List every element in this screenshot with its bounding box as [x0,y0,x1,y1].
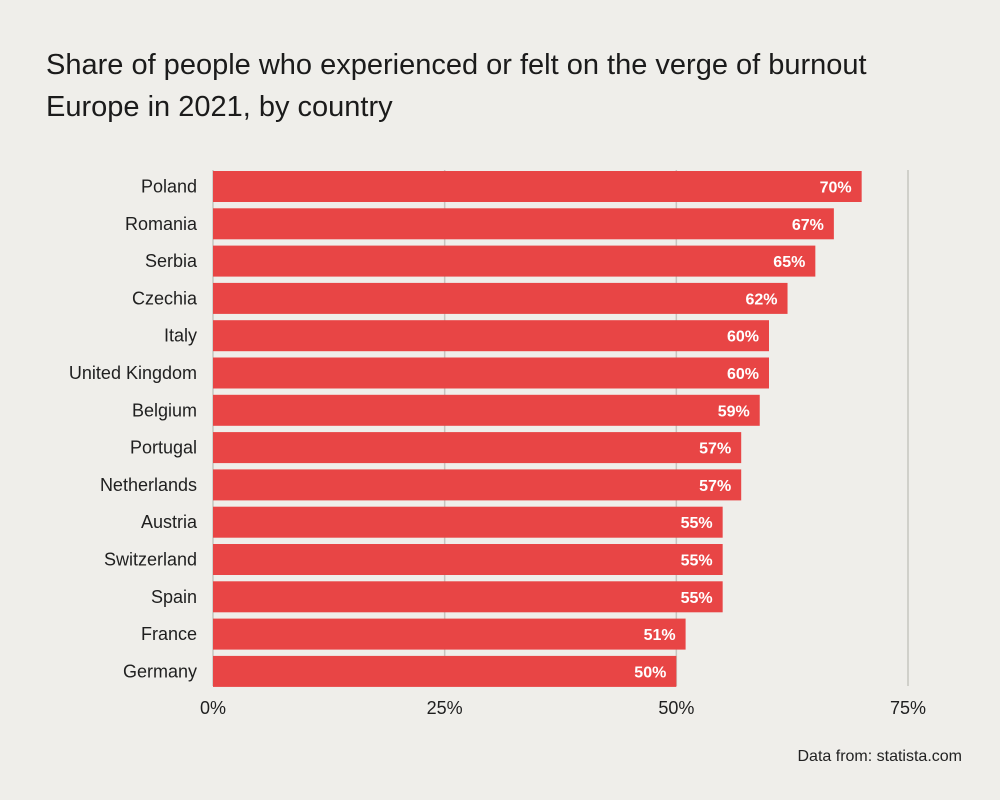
category-label-italy: Italy [164,326,197,346]
value-label-netherlands: 57% [699,478,731,495]
chart-title: Share of people who experienced or felt … [46,44,966,128]
category-label-serbia: Serbia [145,251,198,271]
value-labels: 70% 67% 65% 62% 60% 60% 59% 57% 57% 55% 55% 55% 51% 5… [634,180,851,682]
category-label-romania: Romania [125,214,198,234]
bar-netherlands [213,469,742,501]
category-label-switzerland: Switzerland [104,550,197,570]
value-label-czechia: 62% [746,291,778,308]
x-tick-label-25pct: 25% [427,698,463,718]
category-labels: Poland Romania Serbia Czechia Italy United Ki… [69,177,198,682]
bar-germany [213,655,677,687]
bar-france [213,618,686,650]
source-note: Data from: statista.com [797,748,963,765]
chart-title-line: Share of people who experienced or felt … [46,49,867,81]
category-label-poland: Poland [141,177,197,197]
category-label-portugal: Portugal [130,438,197,458]
value-label-italy: 60% [727,329,759,346]
bar-austria [213,506,723,538]
bar-spain [213,581,723,613]
bar-belgium [213,394,760,426]
category-label-spain: Spain [151,587,197,607]
value-label-poland: 70% [820,180,852,197]
bar-portugal [213,432,742,464]
x-axis-tick-labels: 0% 25% 50% 75% [200,698,926,718]
bar-italy [213,320,769,352]
bar-poland [213,171,862,202]
value-label-romania: 67% [792,217,824,234]
value-label-belgium: 59% [718,403,750,420]
value-label-germany: 50% [634,664,666,681]
x-tick-label-0pct: 0% [200,698,226,718]
category-label-germany: Germany [123,661,197,681]
category-label-united-kingdom: United Kingdom [69,363,197,383]
value-label-switzerland: 55% [681,553,713,570]
category-label-austria: Austria [141,512,198,532]
chart-subtitle: Europe in 2021, by country [46,91,393,123]
x-tick-label-50pct: 50% [658,698,694,718]
bars [213,171,862,687]
category-label-france: France [141,624,197,644]
bar-switzerland [213,544,723,575]
value-label-france: 51% [644,627,676,644]
bar-united-kingdom [213,357,769,389]
value-label-serbia: 65% [773,254,805,271]
category-label-netherlands: Netherlands [100,475,197,495]
value-label-united-kingdom: 60% [727,366,759,383]
value-label-portugal: 57% [699,441,731,458]
value-label-spain: 55% [681,590,713,607]
value-label-austria: 55% [681,515,713,532]
bar-romania [213,208,834,240]
bar-czechia [213,282,788,314]
x-tick-label-75pct: 75% [890,698,926,718]
bar-serbia [213,245,816,277]
category-label-belgium: Belgium [132,400,197,420]
category-label-czechia: Czechia [132,288,198,308]
